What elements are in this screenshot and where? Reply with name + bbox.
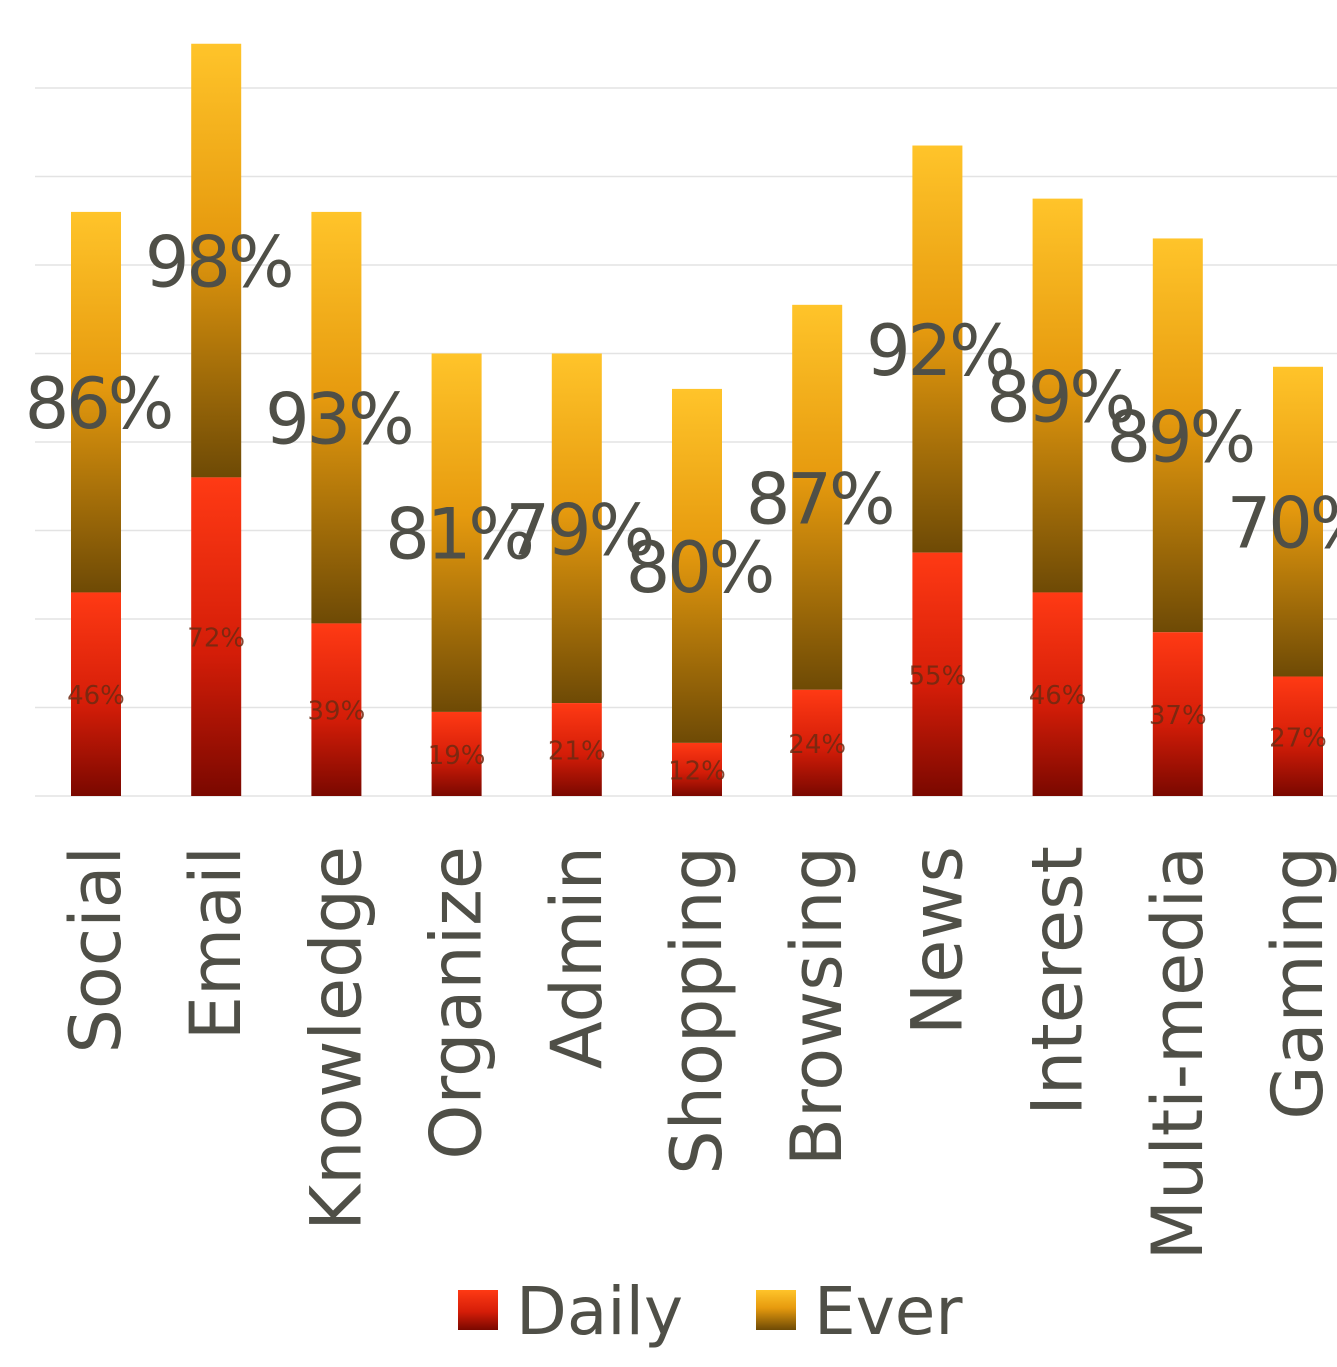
bar-ever-multi-media <box>1152 238 1203 633</box>
data-label-daily: 21% <box>548 737 606 767</box>
legend-swatch-ever <box>756 1290 796 1330</box>
data-label-ever: 80% <box>626 527 773 609</box>
bar-ever-shopping <box>672 388 722 743</box>
bar-ever-interest <box>1032 198 1083 593</box>
bar-ever-gaming <box>1273 366 1323 677</box>
data-label-ever: 79% <box>506 489 653 571</box>
data-label-daily: 39% <box>308 697 366 727</box>
tick-label-knowledge: Knowledge <box>295 846 377 1231</box>
legend-label-ever: Ever <box>814 1273 963 1350</box>
tick-label-social: Social <box>55 846 137 1054</box>
data-label-daily: 46% <box>1029 681 1087 711</box>
legend-swatch-daily <box>458 1290 498 1330</box>
tick-label-multi-media: Multi-media <box>1137 846 1219 1260</box>
legend-label-daily: Daily <box>516 1273 683 1350</box>
bar-ever-organize <box>431 353 482 712</box>
data-label-ever: 93% <box>265 379 412 461</box>
bar-ever-news <box>912 145 963 553</box>
data-label-ever: 81% <box>385 494 532 576</box>
data-label-daily: 46% <box>67 681 125 711</box>
tick-label-interest: Interest <box>1017 846 1099 1116</box>
bar-daily-email <box>191 477 242 796</box>
bar-daily-news <box>912 552 963 796</box>
data-label-ever: 89% <box>986 357 1133 439</box>
bar-daily-admin <box>551 703 602 796</box>
data-label-daily: 72% <box>187 624 245 654</box>
bar-daily-gaming <box>1273 676 1323 796</box>
data-label-daily: 37% <box>1149 701 1207 731</box>
data-label-daily: 12% <box>668 756 726 786</box>
data-label-daily: 55% <box>909 661 967 691</box>
bar-daily-browsing <box>792 689 843 796</box>
tick-label-gaming: Gaming <box>1257 846 1337 1120</box>
bar-daily-knowledge <box>311 623 362 796</box>
bar-ever-browsing <box>792 304 843 690</box>
bar-daily-multi-media <box>1152 632 1203 796</box>
data-label-ever: 89% <box>1107 396 1254 478</box>
data-label-ever: 92% <box>866 310 1013 392</box>
bar-daily-organize <box>431 711 482 796</box>
tick-label-news: News <box>896 846 978 1035</box>
tick-label-organize: Organize <box>416 846 498 1160</box>
bar-ever-social <box>71 211 121 593</box>
tick-label-browsing: Browsing <box>776 846 858 1166</box>
bars: 46% 86% 72% 98% 39% 93% 19% 81% 21% 79% 12% 80% 24% 8… <box>25 43 1337 796</box>
legend: Daily Ever <box>458 1273 963 1350</box>
tick-label-shopping: Shopping <box>656 846 738 1175</box>
data-label-daily: 24% <box>788 730 846 760</box>
data-label-daily: 27% <box>1269 723 1327 753</box>
tick-label-admin: Admin <box>536 846 618 1069</box>
bar-daily-shopping <box>672 742 722 796</box>
bar-ever-knowledge <box>311 211 362 624</box>
data-label-ever: 98% <box>145 222 292 304</box>
x-axis-tick-labels: Social Email Knowledge Organize Admin Shoppin… <box>55 846 1337 1260</box>
bar-ever-email <box>191 43 242 478</box>
bar-ever-admin <box>551 353 602 704</box>
tick-label-email: Email <box>175 846 257 1040</box>
bar-daily-social <box>71 592 121 796</box>
data-label-ever: 87% <box>746 458 893 540</box>
data-label-ever: 70% <box>1227 483 1337 565</box>
bar-daily-interest <box>1032 592 1083 796</box>
data-label-ever: 86% <box>25 363 172 445</box>
data-label-daily: 19% <box>428 741 486 771</box>
